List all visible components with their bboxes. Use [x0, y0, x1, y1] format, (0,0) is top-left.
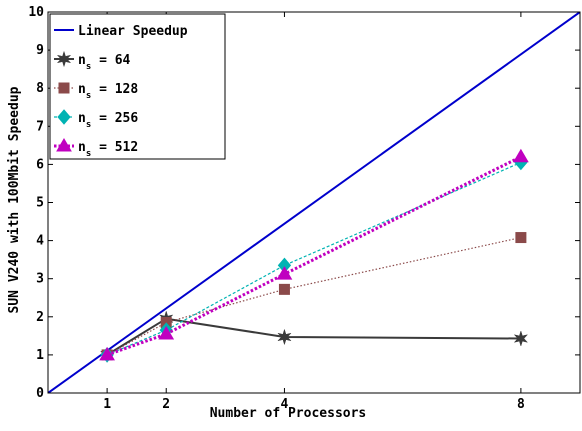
series-4-point — [99, 346, 115, 361]
y-tick-label: 5 — [36, 196, 44, 211]
y-tick-label: 0 — [36, 386, 44, 401]
y-axis-label: SUN V240 with 100Mbit Speedup — [7, 86, 22, 313]
x-tick-label: 4 — [281, 397, 289, 412]
y-tick-label: 7 — [36, 119, 44, 134]
legend-marker-1 — [56, 50, 72, 68]
series-0 — [48, 12, 580, 393]
y-tick-label: 1 — [36, 348, 44, 363]
x-tick-label: 8 — [517, 397, 525, 412]
y-tick-label: 8 — [36, 81, 44, 96]
legend-entry-4: ns = 512 — [78, 140, 138, 159]
series-1-point — [277, 328, 292, 346]
legend-marker-3 — [57, 109, 71, 125]
legend-marker-2 — [58, 82, 70, 94]
legend-box — [49, 13, 226, 160]
series-4-point — [276, 266, 293, 280]
y-tick-label: 3 — [36, 272, 44, 287]
legend-marker-4 — [56, 138, 72, 152]
legend-entry-1: ns = 64 — [78, 53, 131, 72]
y-tick-label: 4 — [36, 234, 44, 249]
series-4-point — [513, 148, 529, 163]
series-layer — [48, 12, 580, 393]
legend: Linear Speedup ns = 64 ns = 128 ns = 256 ns … — [49, 13, 226, 160]
y-tick-label: 6 — [36, 157, 44, 172]
series-line-0 — [48, 12, 580, 393]
x-tick-label: 1 — [103, 397, 111, 412]
series-line-1 — [106, 317, 521, 356]
series-2-point — [278, 283, 290, 295]
x-axis-label: Number of Processors — [210, 406, 367, 421]
legend-entry-0: Linear Speedup — [78, 24, 188, 39]
series-4 — [99, 148, 529, 361]
series-4-point — [158, 325, 175, 340]
y-tick-label: 9 — [36, 43, 44, 58]
series-1-point — [513, 330, 529, 347]
axes-layer: 0 1 2 3 4 5 6 7 8 9 10 1 2 4 8 — [28, 5, 581, 412]
y-tick-label: 2 — [36, 310, 44, 325]
series-line-3 — [106, 161, 522, 356]
series-2-point — [515, 232, 527, 244]
x-tick-label: 2 — [162, 397, 170, 412]
y-tick-label: 10 — [28, 5, 44, 20]
legend-entry-3: ns = 256 — [78, 111, 138, 130]
legend-entry-2: ns = 128 — [78, 82, 138, 101]
